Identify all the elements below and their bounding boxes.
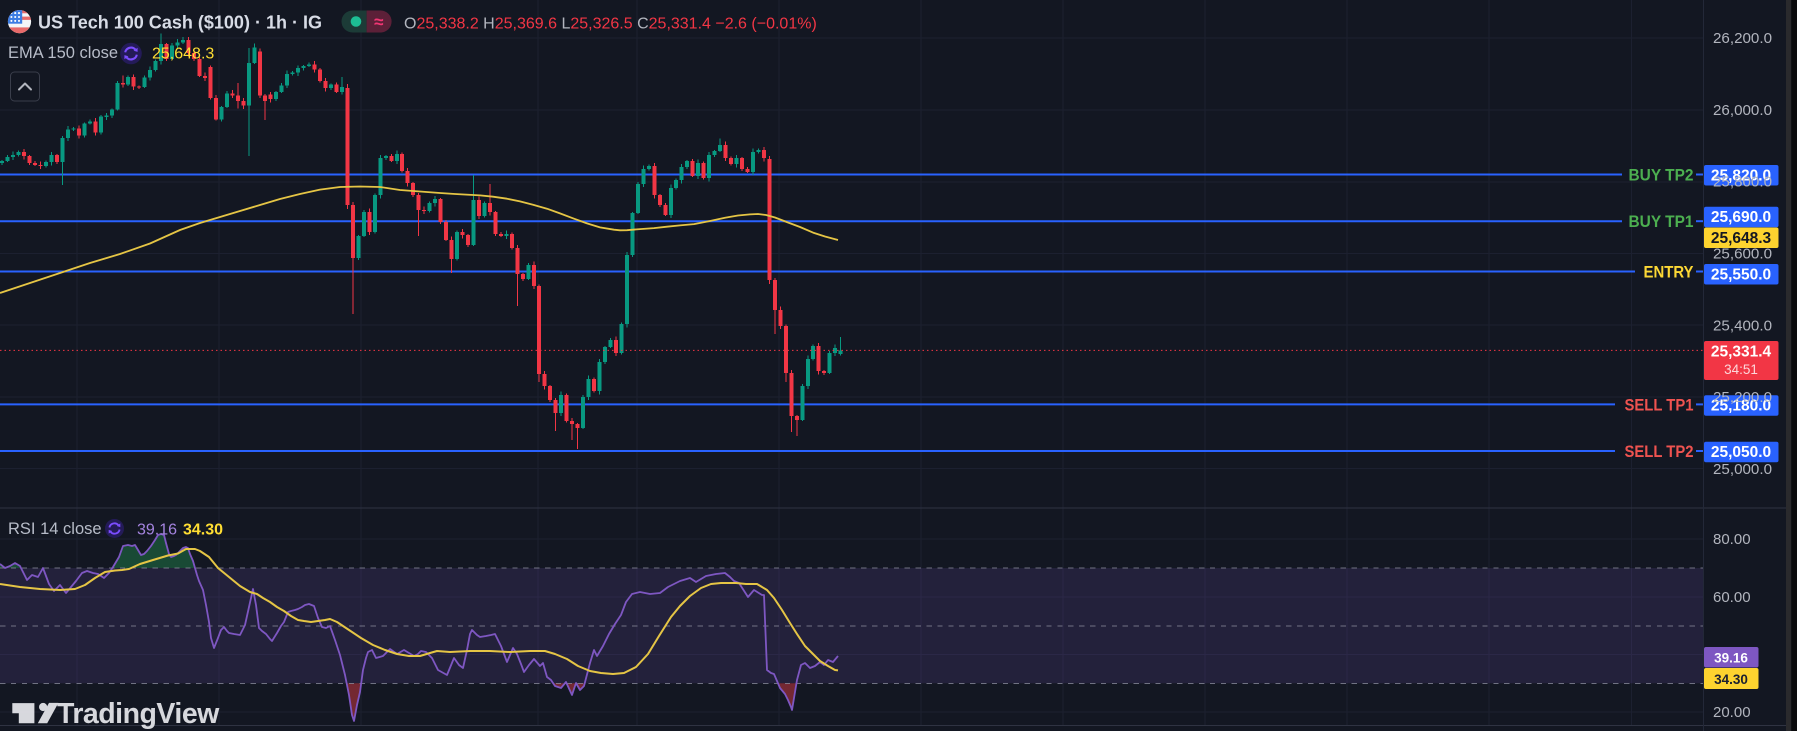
svg-text:EMA 150 close: EMA 150 close (8, 44, 118, 62)
svg-text:US Tech 100 Cash ($100) · 1h ·: US Tech 100 Cash ($100) · 1h · IG (38, 13, 322, 33)
svg-text:O25,338.2 H25,369.6 L25,326.5: O25,338.2 H25,369.6 L25,326.5 C25,331.4 … (404, 16, 817, 33)
svg-text:ENTRY: ENTRY (1644, 263, 1695, 282)
svg-text:60.00: 60.00 (1713, 589, 1751, 606)
svg-text:25,400.0: 25,400.0 (1713, 317, 1772, 334)
svg-text:TradingView: TradingView (57, 698, 220, 730)
svg-text:25,050.0: 25,050.0 (1711, 444, 1771, 461)
svg-text:BUY TP2: BUY TP2 (1629, 166, 1694, 185)
svg-text:25,600.0: 25,600.0 (1713, 246, 1772, 263)
svg-text:39.16: 39.16 (137, 522, 177, 539)
svg-text:25,800.0: 25,800.0 (1713, 174, 1772, 191)
svg-text:39.16: 39.16 (1714, 650, 1748, 665)
svg-text:SELL TP2: SELL TP2 (1625, 442, 1694, 461)
svg-text:25,690.0: 25,690.0 (1711, 209, 1771, 226)
svg-text:SELL TP1: SELL TP1 (1625, 395, 1694, 414)
svg-text:25,550.0: 25,550.0 (1711, 266, 1771, 283)
svg-text:26,200.0: 26,200.0 (1713, 30, 1772, 47)
svg-text:≈: ≈ (374, 13, 383, 32)
svg-text:34:51: 34:51 (1724, 362, 1758, 377)
svg-text:25,180.0: 25,180.0 (1711, 398, 1771, 415)
svg-text:34.30: 34.30 (1714, 672, 1748, 687)
svg-text:RSI 14 close: RSI 14 close (8, 520, 102, 538)
svg-text:BUY TP1: BUY TP1 (1629, 212, 1694, 231)
svg-text:80.00: 80.00 (1713, 531, 1751, 548)
svg-text:25,000.0: 25,000.0 (1713, 461, 1772, 478)
svg-text:25,648.3: 25,648.3 (1711, 230, 1772, 247)
svg-text:25,331.4: 25,331.4 (1711, 344, 1772, 361)
svg-text:25,200.0: 25,200.0 (1713, 389, 1772, 406)
svg-text:20.00: 20.00 (1713, 704, 1751, 721)
svg-text:34.30: 34.30 (183, 522, 223, 539)
svg-text:25,820.0: 25,820.0 (1711, 167, 1771, 184)
svg-text:25,648.3: 25,648.3 (152, 46, 214, 63)
svg-text:26,000.0: 26,000.0 (1713, 102, 1772, 119)
